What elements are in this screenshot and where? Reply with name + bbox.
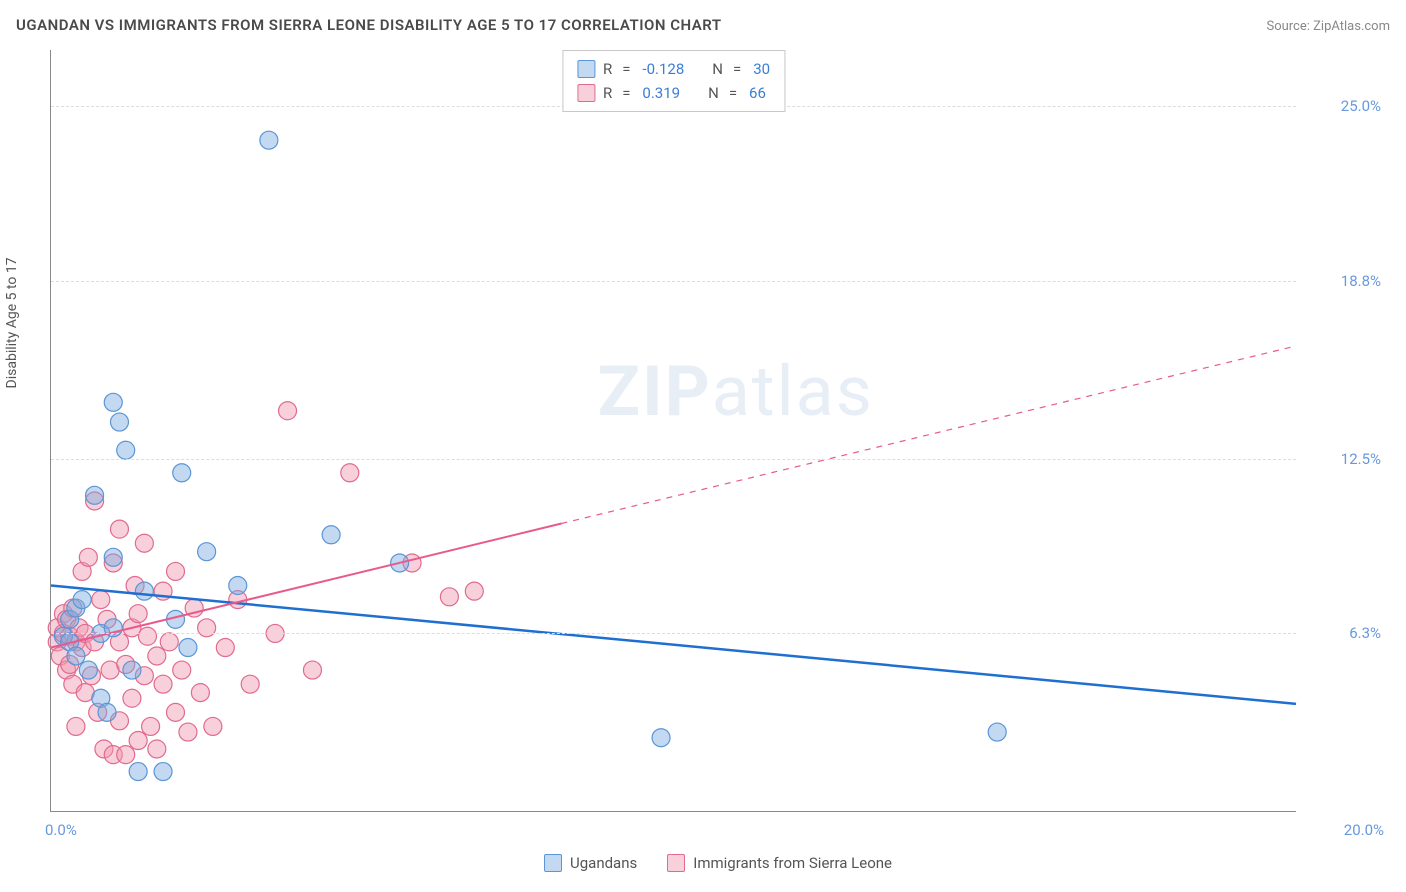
scatter-point: [98, 703, 116, 721]
y-axis-title: Disability Age 5 to 17: [4, 257, 20, 388]
swatch-pink-icon: [577, 84, 595, 102]
gridline: [51, 281, 1296, 282]
n-value: 66: [749, 81, 766, 105]
scatter-point: [465, 582, 483, 600]
scatter-point: [154, 675, 172, 693]
scatter-point: [179, 723, 197, 741]
plot-svg: [51, 50, 1296, 811]
scatter-point: [173, 464, 191, 482]
scatter-point: [148, 740, 166, 758]
scatter-point: [148, 647, 166, 665]
scatter-point: [92, 591, 110, 609]
scatter-point: [67, 647, 85, 665]
r-label: R: [603, 81, 612, 105]
scatter-point: [216, 639, 234, 657]
scatter-point: [303, 661, 321, 679]
n-value: 30: [753, 57, 770, 81]
regression-line-blue: [51, 586, 1296, 704]
r-label: R: [603, 57, 612, 81]
scatter-point: [123, 661, 141, 679]
scatter-point: [110, 413, 128, 431]
equals-icon: =: [733, 57, 741, 81]
swatch-pink-icon: [667, 854, 685, 872]
scatter-point: [191, 684, 209, 702]
scatter-point: [73, 591, 91, 609]
scatter-point: [341, 464, 359, 482]
scatter-point: [129, 763, 147, 781]
scatter-point: [110, 520, 128, 538]
source-prefix: Source:: [1266, 19, 1313, 34]
legend-item-pink: Immigrants from Sierra Leone: [667, 854, 892, 872]
y-tick-label: 25.0%: [1311, 97, 1381, 115]
scatter-point: [104, 393, 122, 411]
scatter-point: [123, 689, 141, 707]
scatter-point: [440, 588, 458, 606]
legend-label-blue: Ugandans: [570, 854, 637, 872]
x-tick-label: 0.0%: [45, 821, 77, 839]
stats-row-blue: R = -0.128 N = 30: [577, 57, 770, 81]
scatter-point: [79, 548, 97, 566]
scatter-point: [241, 675, 259, 693]
scatter-point: [154, 763, 172, 781]
scatter-point: [198, 543, 216, 561]
scatter-point: [129, 605, 147, 623]
scatter-point: [179, 639, 197, 657]
scatter-point: [135, 534, 153, 552]
n-label: N: [708, 81, 719, 105]
scatter-point: [129, 732, 147, 750]
scatter-point: [260, 131, 278, 149]
gridline: [51, 459, 1296, 460]
legend-item-blue: Ugandans: [544, 854, 637, 872]
scatter-point: [104, 548, 122, 566]
equals-icon: =: [622, 81, 630, 105]
plot-region: ZIPatlas R = -0.128 N = 30 R = 0.319 N =: [50, 50, 1296, 812]
scatter-point: [135, 582, 153, 600]
y-tick-label: 18.8%: [1311, 272, 1381, 290]
scatter-point: [173, 661, 191, 679]
stats-row-pink: R = 0.319 N = 66: [577, 81, 770, 105]
scatter-point: [167, 562, 185, 580]
swatch-blue-icon: [544, 854, 562, 872]
scatter-point: [652, 729, 670, 747]
scatter-point: [79, 661, 97, 679]
scatter-point: [67, 717, 85, 735]
bottom-legend: Ugandans Immigrants from Sierra Leone: [544, 854, 892, 872]
legend-label-pink: Immigrants from Sierra Leone: [693, 854, 892, 872]
scatter-point: [117, 746, 135, 764]
r-value: -0.128: [642, 57, 684, 81]
gridline: [51, 633, 1296, 634]
scatter-point: [229, 577, 247, 595]
source-attr: Source: ZipAtlas.com: [1266, 19, 1390, 34]
scatter-point: [86, 486, 104, 504]
y-tick-label: 12.5%: [1311, 450, 1381, 468]
header-bar: UGANDAN VS IMMIGRANTS FROM SIERRA LEONE …: [16, 16, 1390, 34]
scatter-point: [142, 717, 160, 735]
scatter-point: [279, 402, 297, 420]
scatter-point: [988, 723, 1006, 741]
n-label: N: [712, 57, 723, 81]
source-name: ZipAtlas.com: [1313, 19, 1390, 34]
chart-area: Disability Age 5 to 17 ZIPatlas R = -0.1…: [50, 50, 1386, 842]
scatter-point: [117, 441, 135, 459]
scatter-point: [204, 717, 222, 735]
chart-title: UGANDAN VS IMMIGRANTS FROM SIERRA LEONE …: [16, 16, 722, 34]
scatter-point: [167, 703, 185, 721]
x-tick-label: 20.0%: [1344, 821, 1384, 839]
regression-line-pink-dashed: [561, 346, 1296, 524]
y-tick-label: 6.3%: [1311, 624, 1381, 642]
scatter-point: [160, 633, 178, 651]
scatter-point: [322, 526, 340, 544]
equals-icon: =: [729, 81, 737, 105]
stats-box: R = -0.128 N = 30 R = 0.319 N = 66: [562, 50, 785, 112]
swatch-blue-icon: [577, 60, 595, 78]
r-value: 0.319: [642, 81, 680, 105]
equals-icon: =: [622, 57, 630, 81]
scatter-point: [138, 627, 156, 645]
